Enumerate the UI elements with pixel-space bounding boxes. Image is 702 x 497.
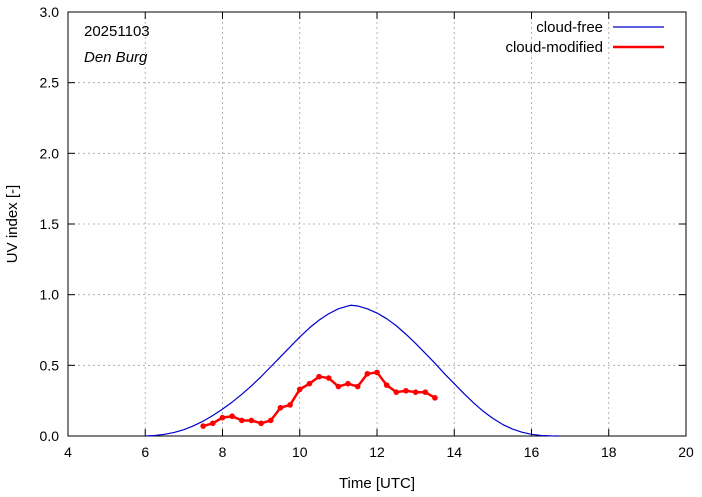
x-tick-label: 16: [524, 444, 540, 460]
data-point-cloud-modified: [364, 371, 371, 377]
data-point-cloud-modified: [403, 387, 409, 394]
data-point-cloud-modified: [296, 386, 303, 393]
data-point-cloud-modified: [325, 375, 332, 381]
x-tick-label: 4: [64, 444, 72, 460]
data-point-cloud-modified: [374, 369, 380, 376]
data-point-cloud-modified: [267, 417, 274, 424]
x-tick-label: 14: [446, 444, 462, 460]
series-line-cloud-free: [145, 304, 559, 437]
x-tick-label: 8: [219, 444, 227, 460]
data-point-cloud-modified: [277, 404, 284, 411]
legend-label-cloud-modified: cloud-modified: [505, 39, 603, 56]
x-axis-label: Time [UTC]: [339, 475, 415, 492]
data-point-cloud-modified: [200, 423, 206, 429]
data-point-cloud-modified: [335, 383, 342, 390]
data-point-cloud-modified: [383, 382, 390, 388]
legend-label-cloud-free: cloud-free: [536, 19, 603, 36]
y-tick-label: 1.0: [40, 287, 60, 303]
data-point-cloud-modified: [432, 395, 438, 401]
x-tick-label: 20: [678, 444, 694, 460]
ticks-layer: 4 6 8 10 12 14 16 18 20 0.0 0.5 1.0 1.5 2.0 2.5 3.0: [40, 4, 694, 460]
y-tick-label: 3.0: [40, 4, 60, 20]
data-point-cloud-modified: [287, 402, 293, 408]
y-tick-label: 0.5: [40, 357, 60, 373]
data-point-cloud-modified: [258, 420, 264, 427]
data-point-cloud-modified: [354, 383, 361, 390]
annotation-date: 20251103: [84, 23, 150, 40]
y-tick-label: 2.0: [40, 145, 60, 161]
series-line-cloud-modified: [202, 371, 436, 428]
x-tick-label: 10: [292, 444, 308, 460]
y-tick-label: 2.5: [40, 75, 60, 91]
data-point-cloud-modified: [393, 389, 400, 395]
x-tick-label: 12: [369, 444, 385, 460]
x-tick-label: 6: [141, 444, 149, 460]
data-point-cloud-modified: [219, 414, 226, 421]
x-tick-label: 18: [601, 444, 617, 460]
data-point-cloud-modified: [412, 389, 419, 395]
y-tick-label: 0.0: [40, 428, 60, 444]
y-tick-label: 1.5: [40, 216, 60, 232]
data-point-cloud-modified: [229, 413, 235, 420]
data-point-cloud-modified: [422, 389, 429, 395]
series-layer: [145, 304, 559, 437]
data-point-cloud-modified: [306, 380, 313, 387]
annotation-station: Den Burg: [84, 49, 148, 66]
legend: cloud-free cloud-modified: [505, 19, 664, 56]
data-point-cloud-modified: [345, 380, 351, 387]
data-point-cloud-modified: [248, 417, 255, 424]
y-axis-label: UV index [-]: [4, 185, 21, 263]
data-point-cloud-modified: [210, 420, 216, 427]
data-point-cloud-modified: [239, 417, 245, 424]
data-point-cloud-modified: [316, 373, 322, 380]
grid-layer: [68, 12, 686, 436]
